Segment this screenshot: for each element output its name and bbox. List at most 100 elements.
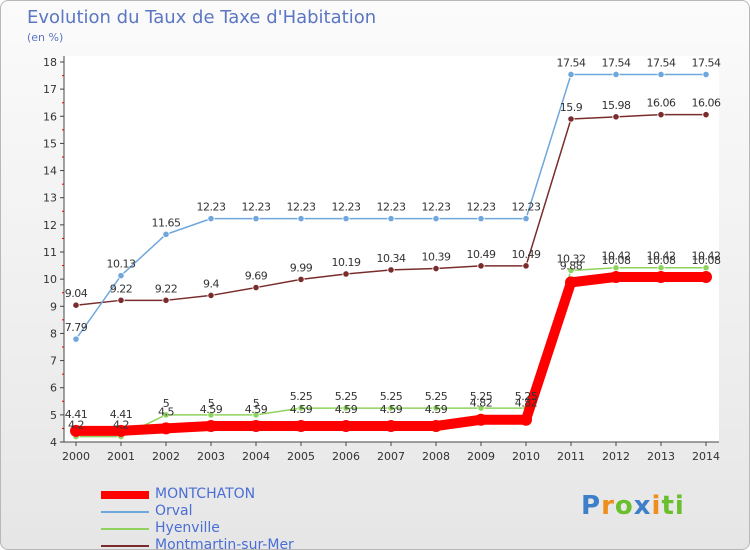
data-point-1 (387, 215, 395, 223)
x-tick-label: 2006 (332, 450, 360, 463)
data-point-0 (205, 419, 217, 432)
data-label-3: 9.04 (65, 287, 88, 300)
data-label-2: 5.25 (425, 390, 448, 403)
data-label-0: 4.41 (110, 408, 133, 421)
data-point-1 (702, 70, 710, 79)
y-tick-label: 13 (43, 192, 57, 205)
data-point-2 (702, 264, 710, 272)
x-tick-label: 2009 (467, 450, 495, 463)
data-label-3: 10.39 (422, 251, 451, 264)
data-label-1: 12.23 (242, 201, 271, 214)
data-point-3 (477, 262, 485, 270)
y-tick-label: 10 (43, 273, 57, 286)
data-point-1 (522, 215, 530, 223)
data-label-1: 17.54 (602, 56, 631, 69)
legend-swatch-montchaton (101, 491, 149, 499)
data-label-2: 5.25 (470, 390, 493, 403)
data-label-0: 4.59 (245, 403, 268, 416)
y-tick-label: 6 (50, 382, 57, 395)
x-tick-label: 2007 (377, 450, 405, 463)
data-label-1: 12.23 (422, 201, 451, 214)
data-label-2: 4.2 (113, 419, 129, 432)
logo-letter: r (601, 491, 615, 521)
data-point-3 (567, 115, 575, 123)
data-label-1: 17.54 (557, 56, 586, 69)
data-point-0 (160, 422, 172, 435)
data-label-2: 5 (253, 397, 260, 410)
data-point-0 (115, 424, 127, 437)
data-label-0: 4.59 (380, 403, 403, 416)
legend-label-montmartin: Montmartin-sur-Mer (155, 537, 294, 550)
data-point-0 (385, 419, 397, 432)
data-label-1: 17.54 (692, 56, 721, 69)
data-label-3: 15.9 (560, 101, 583, 114)
x-tick-label: 2001 (107, 450, 135, 463)
data-point-1 (72, 335, 80, 343)
data-point-2 (477, 404, 485, 412)
data-label-1: 12.23 (197, 201, 226, 214)
x-tick-label: 2010 (512, 450, 540, 463)
plot-area (64, 56, 719, 442)
data-point-3 (612, 113, 620, 121)
data-label-0: 10.08 (647, 254, 676, 267)
data-point-1 (657, 70, 665, 79)
data-point-3 (522, 262, 530, 270)
data-point-2 (162, 411, 170, 419)
data-label-2: 10.42 (647, 250, 676, 263)
data-point-2 (252, 411, 260, 419)
data-label-3: 16.06 (647, 97, 676, 110)
x-tick-label: 2012 (602, 450, 630, 463)
data-label-0: 9.88 (560, 259, 583, 272)
data-point-0 (610, 270, 622, 283)
data-point-1 (117, 272, 125, 280)
chart-subtitle: (en %) (27, 31, 64, 44)
data-point-3 (297, 275, 305, 284)
data-point-0 (70, 424, 82, 437)
data-label-1: 7.79 (65, 321, 88, 334)
data-label-3: 9.4 (203, 277, 219, 290)
x-tick-label: 2002 (152, 450, 180, 463)
y-tick-label: 5 (50, 409, 57, 422)
data-point-0 (295, 419, 307, 432)
y-tick-label: 8 (50, 327, 57, 340)
logo-letter: ti (661, 491, 685, 521)
data-label-1: 11.65 (152, 216, 181, 229)
data-point-3 (72, 301, 80, 309)
data-point-1 (477, 215, 485, 223)
data-label-0: 4.59 (200, 403, 223, 416)
logo-letter: x (633, 491, 652, 521)
y-tick-label: 16 (43, 110, 57, 123)
data-point-1 (567, 70, 575, 79)
x-tick-label: 2014 (692, 450, 720, 463)
y-tick-label: 14 (43, 165, 57, 178)
data-label-1: 12.23 (332, 201, 361, 214)
data-label-2: 10.32 (557, 252, 586, 265)
data-point-0 (250, 419, 262, 432)
data-label-0: 10.08 (602, 254, 631, 267)
data-point-1 (342, 215, 350, 223)
data-label-0: 10.08 (692, 254, 721, 267)
data-point-1 (162, 230, 170, 238)
logo-letter: o (614, 491, 634, 521)
logo-letter: P (581, 491, 602, 521)
data-label-2: 10.42 (692, 250, 721, 263)
data-label-3: 10.49 (512, 248, 541, 261)
data-label-1: 17.54 (647, 56, 676, 69)
y-tick-label: 12 (43, 219, 57, 232)
data-point-0 (430, 419, 442, 432)
y-tick-label: 11 (43, 246, 57, 259)
data-label-1: 12.23 (287, 201, 316, 214)
x-tick-label: 2003 (197, 450, 225, 463)
data-point-0 (475, 413, 487, 426)
x-tick-label: 2004 (242, 450, 270, 463)
data-label-0: 4.41 (65, 408, 88, 421)
data-label-2: 10.42 (602, 250, 631, 263)
data-label-0: 4.59 (335, 403, 358, 416)
data-label-2: 5.25 (380, 390, 403, 403)
y-tick-label: 7 (50, 355, 57, 368)
data-label-0: 4.59 (425, 403, 448, 416)
data-point-3 (387, 266, 395, 274)
data-label-3: 16.06 (692, 97, 721, 110)
